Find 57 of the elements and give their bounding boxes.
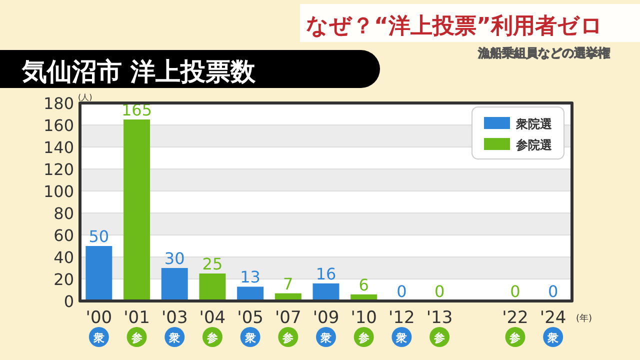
x-tick-label: '03: [161, 308, 188, 328]
x-tick-label: '05: [237, 308, 264, 328]
x-axis-title: (年): [576, 313, 592, 324]
y-tick-label: 100: [43, 182, 74, 201]
legend-label: 参院選: [515, 138, 553, 152]
data-label: 0: [434, 282, 445, 301]
text: 衆: [395, 332, 408, 344]
x-tick-label: '10: [350, 308, 377, 328]
text: 参: [357, 332, 370, 344]
text: 衆: [320, 332, 332, 344]
text: 参: [508, 332, 521, 344]
data-label: 0: [396, 282, 407, 301]
x-tick-label: '09: [312, 308, 340, 328]
data-label: 13: [240, 268, 260, 287]
data-label: 50: [88, 227, 110, 246]
data-label: 0: [548, 282, 558, 301]
y-tick-label: 140: [43, 138, 74, 157]
data-label: 0: [510, 282, 520, 301]
text: 参: [130, 332, 142, 344]
bar: [124, 120, 150, 301]
x-tick-label: '07: [275, 308, 302, 328]
bar: [86, 246, 112, 301]
x-tick-label: '01: [124, 308, 150, 328]
y-tick-label: 180: [43, 94, 74, 113]
text: 漁船乗組員などの選挙権: [477, 46, 610, 60]
bar: [199, 274, 226, 301]
y-tick-label: 160: [43, 116, 74, 135]
x-tick-label: '13: [426, 308, 453, 328]
chart-title: 気仙沼市 洋上投票数: [21, 57, 257, 86]
y-tick-label: 60: [54, 226, 74, 245]
y-tick-label: 40: [54, 248, 74, 267]
data-label: 6: [358, 275, 369, 294]
x-tick-label: '00: [86, 308, 112, 328]
text: 衆: [244, 332, 256, 344]
text: なぜ？“洋上投票”利用者ゼロ: [306, 14, 603, 39]
text: 衆: [168, 332, 180, 344]
text: 参: [433, 332, 446, 344]
x-tick-label: '22: [502, 308, 528, 328]
data-label: 16: [316, 264, 336, 284]
y-tick-label: 120: [43, 160, 74, 179]
data-label: 30: [164, 249, 185, 268]
y-axis-title: (人): [78, 93, 92, 102]
bar: [237, 286, 264, 301]
text: 衆: [546, 332, 559, 344]
legend-label: 衆院選: [515, 117, 553, 131]
data-label: 7: [283, 274, 294, 294]
x-tick-label: '12: [388, 308, 415, 328]
text: 衆: [92, 332, 104, 344]
y-tick-label: 20: [54, 270, 74, 289]
bar: [161, 268, 188, 301]
x-tick-label: '24: [540, 308, 566, 328]
data-label: 25: [202, 254, 223, 274]
x-tick-label: '04: [199, 308, 226, 328]
y-tick-label: 0: [64, 292, 74, 311]
y-tick-label: 80: [54, 204, 74, 223]
text: 参: [282, 332, 294, 344]
text: 参: [206, 332, 218, 344]
